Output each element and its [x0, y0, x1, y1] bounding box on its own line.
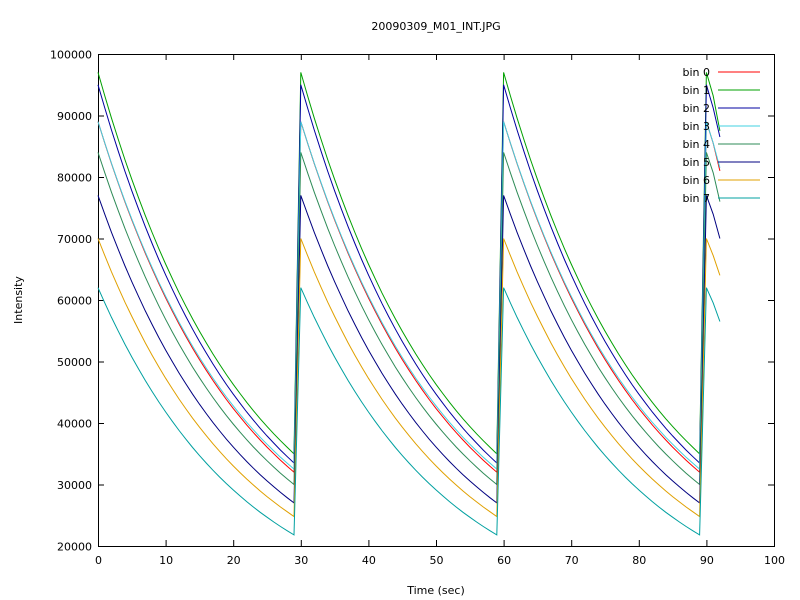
- y-tick-label: 100000: [50, 49, 92, 62]
- plot-frame: [98, 54, 775, 547]
- x-tick-label: 80: [632, 554, 646, 567]
- x-tick-label: 10: [159, 554, 173, 567]
- y-axis-label: Intensity: [12, 276, 25, 324]
- legend-label: bin 6: [682, 174, 710, 187]
- y-tick-label: 90000: [57, 110, 92, 123]
- series-line-bin-2: [97, 84, 721, 465]
- legend-label: bin 0: [682, 66, 710, 79]
- legend-label: bin 4: [682, 138, 710, 151]
- y-tick-label: 20000: [57, 541, 92, 554]
- x-tick-label: 60: [497, 554, 511, 567]
- series-line-bin-1: [97, 72, 721, 455]
- y-tick-label: 50000: [57, 356, 92, 369]
- x-tick-label: 30: [294, 554, 308, 567]
- x-axis-label: Time (sec): [406, 584, 465, 597]
- series-line-bin-6: [97, 238, 721, 518]
- x-tick-label: 40: [362, 554, 376, 567]
- y-tick-label: 30000: [57, 479, 92, 492]
- series-line-bin-4: [97, 152, 721, 486]
- legend-label: bin 2: [682, 102, 710, 115]
- series-line-bin-3: [97, 121, 721, 471]
- x-tick-label: 50: [430, 554, 444, 567]
- x-tick-label: 70: [565, 554, 579, 567]
- x-tick-label: 0: [95, 554, 102, 567]
- x-tick-label: 20: [227, 554, 241, 567]
- y-tick-label: 40000: [57, 418, 92, 431]
- legend-label: bin 7: [682, 192, 710, 205]
- series-line-bin-5: [97, 195, 721, 504]
- y-tick-label: 80000: [57, 172, 92, 185]
- legend-label: bin 1: [682, 84, 710, 97]
- series-line-bin-7: [97, 287, 721, 536]
- chart-title: 20090309_M01_INT.JPG: [371, 20, 500, 33]
- x-tick-label: 90: [700, 554, 714, 567]
- series-line-bin-0: [97, 121, 721, 474]
- y-tick-label: 60000: [57, 295, 92, 308]
- legend-label: bin 3: [682, 120, 710, 133]
- x-tick-label: 100: [764, 554, 785, 567]
- legend-label: bin 5: [682, 156, 710, 169]
- y-tick-label: 70000: [57, 233, 92, 246]
